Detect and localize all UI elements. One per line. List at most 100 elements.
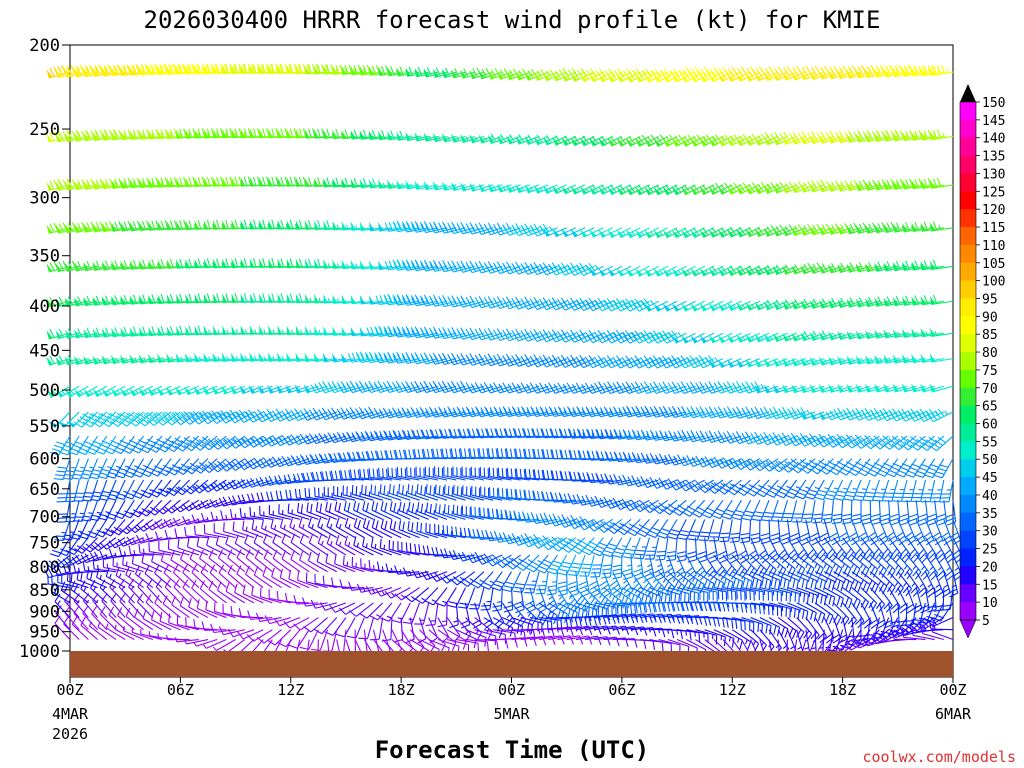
- wind-barb: [671, 300, 696, 312]
- wind-barb: [616, 184, 641, 196]
- wind-barb: [699, 134, 724, 147]
- wind-barb: [699, 265, 724, 277]
- colorbar-label: 25: [982, 543, 998, 558]
- wind-barb: [366, 325, 393, 337]
- colorbar-label: 130: [982, 167, 1005, 182]
- wind-barb: [588, 184, 613, 195]
- wind-barb: [384, 220, 411, 232]
- wind-barb: [699, 227, 724, 239]
- wind-barb: [524, 134, 549, 146]
- wind-barb: [745, 332, 770, 343]
- wind-barb: [644, 227, 669, 239]
- colorbar-swatch: [960, 387, 976, 407]
- x-tick-label: 12Z: [277, 681, 304, 699]
- colorbar-swatch: [960, 262, 976, 282]
- wind-barb: [708, 332, 733, 344]
- wind-barb: [616, 265, 641, 277]
- wind-barb: [929, 294, 954, 306]
- wind-barb: [607, 265, 632, 277]
- wind-barb: [533, 134, 558, 146]
- wind-barb: [92, 178, 117, 190]
- wind-barb: [717, 265, 742, 277]
- colorbar-label: 105: [982, 257, 1005, 272]
- wind-barb: [690, 332, 715, 344]
- wind-barb: [680, 300, 705, 312]
- credit-text[interactable]: coolwx.com/models: [862, 748, 1016, 766]
- wind-barb: [754, 300, 779, 311]
- wind-barb: [644, 184, 669, 196]
- wind-barb: [561, 227, 586, 238]
- wind-barb: [384, 294, 411, 306]
- colorbar-label: 150: [982, 96, 1005, 111]
- y-tick-label: 600: [29, 450, 60, 470]
- wind-barb: [690, 227, 715, 239]
- wind-barb: [717, 300, 742, 312]
- wind-barb: [634, 184, 659, 196]
- wind-barb: [736, 300, 761, 311]
- wind-barb: [644, 68, 669, 83]
- colorbar-swatch: [960, 102, 976, 121]
- colorbar-label: 40: [982, 489, 998, 504]
- colorbar-label: 140: [982, 132, 1005, 147]
- colorbar-label: 90: [982, 310, 998, 325]
- wind-barb: [671, 332, 696, 344]
- wind-barb: [929, 259, 954, 271]
- colorbar-swatch: [960, 334, 976, 353]
- y-tick-label: 850: [29, 581, 60, 601]
- wind-barb: [745, 300, 770, 311]
- colorbar-label: 70: [982, 382, 998, 397]
- wind-barb: [588, 265, 613, 277]
- y-tick-label: 200: [29, 36, 60, 56]
- x-tick-label: 06Z: [608, 681, 635, 699]
- wind-barb: [359, 327, 383, 337]
- wind-barb: [754, 332, 779, 343]
- wind-barb: [634, 227, 659, 239]
- wind-barb: [699, 300, 724, 312]
- colorbar-label: 60: [982, 418, 998, 433]
- wind-barb: [533, 184, 558, 194]
- wind-barb: [625, 68, 650, 83]
- colorbar-label: 15: [982, 578, 998, 593]
- wind-barb: [552, 184, 577, 195]
- pressure-axis: 200 250 300 350 400 450 500 550 600 650 700 750 800 8…: [19, 36, 70, 662]
- colorbar-swatch: [960, 459, 976, 478]
- wind-barb: [552, 227, 577, 238]
- wind-barb: [662, 265, 687, 277]
- colorbar-label: 45: [982, 471, 998, 486]
- colorbar-swatch: [960, 494, 976, 514]
- colorbar-label: 110: [982, 239, 1005, 254]
- colorbar-swatch: [960, 423, 976, 442]
- wind-barb: [568, 297, 595, 311]
- colorbar-swatch: [960, 244, 976, 264]
- wind-barb: [660, 330, 687, 344]
- colorbar-top-arrow: [960, 84, 976, 102]
- wind-barb: [607, 184, 632, 196]
- wind-barb: [579, 68, 604, 83]
- colorbar-label: 145: [982, 114, 1005, 129]
- colorbar-label: 50: [982, 453, 998, 468]
- colorbar-label: 125: [982, 185, 1005, 200]
- colorbar-label: 115: [982, 221, 1005, 236]
- wind-barb: [736, 332, 761, 343]
- wind-barb: [892, 64, 917, 78]
- chart-title: 2026030400 HRRR forecast wind profile (k…: [144, 6, 881, 34]
- wind-barb: [929, 327, 954, 338]
- wind-barb: [653, 300, 678, 312]
- wind-barb: [616, 68, 641, 83]
- wind-barb: [579, 184, 604, 195]
- wind-barb: [542, 227, 567, 237]
- colorbar-label: 100: [982, 275, 1005, 290]
- wind-barb: [662, 68, 687, 83]
- colorbar-label: 80: [982, 346, 998, 361]
- ground-surface: [70, 651, 953, 677]
- wind-barb: [644, 300, 669, 312]
- wind-barb: [634, 265, 659, 277]
- wind-barb: [929, 129, 954, 141]
- speed-colorbar: 1501451401351301251201151101051009590858…: [959, 84, 1005, 639]
- wind-barb: [375, 293, 402, 306]
- y-tick-label: 450: [29, 341, 60, 361]
- y-tick-label: 550: [29, 417, 60, 437]
- wind-barb: [644, 265, 669, 277]
- wind-barb: [568, 262, 595, 276]
- wind-barb: [671, 66, 696, 83]
